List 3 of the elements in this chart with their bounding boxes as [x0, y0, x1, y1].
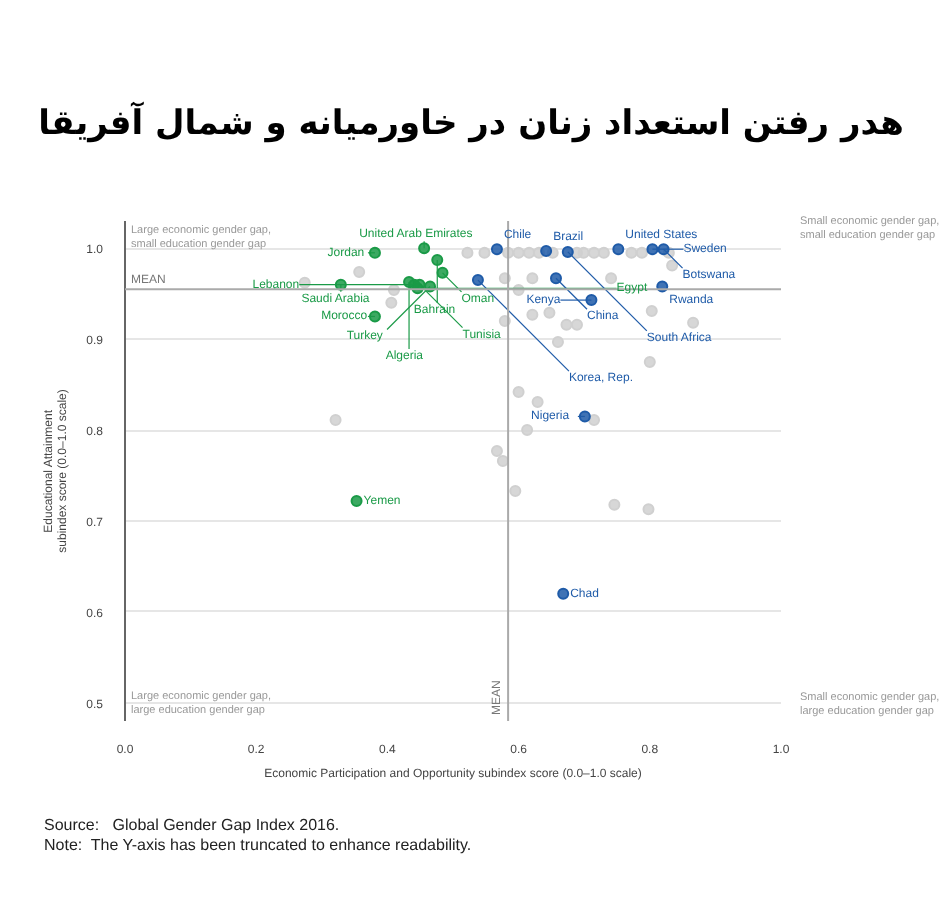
text: Note: The Y-axis has been truncated to enhance readability. — [44, 836, 472, 856]
source-note: Source: Global Gender Gap Index 2016. — [44, 816, 342, 836]
chart-title: هدر رفتن استعداد زنان در خاورمیانه و شمال آفریقا — [36, 100, 906, 148]
